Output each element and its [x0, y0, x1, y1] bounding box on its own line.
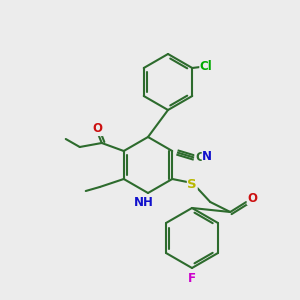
Text: Cl: Cl [200, 59, 213, 73]
Text: O: O [93, 122, 103, 136]
Text: S: S [188, 178, 197, 190]
Text: O: O [247, 191, 257, 205]
Text: F: F [188, 272, 196, 284]
Text: NH: NH [134, 196, 154, 209]
Text: C: C [195, 151, 204, 164]
Text: N: N [202, 150, 212, 163]
